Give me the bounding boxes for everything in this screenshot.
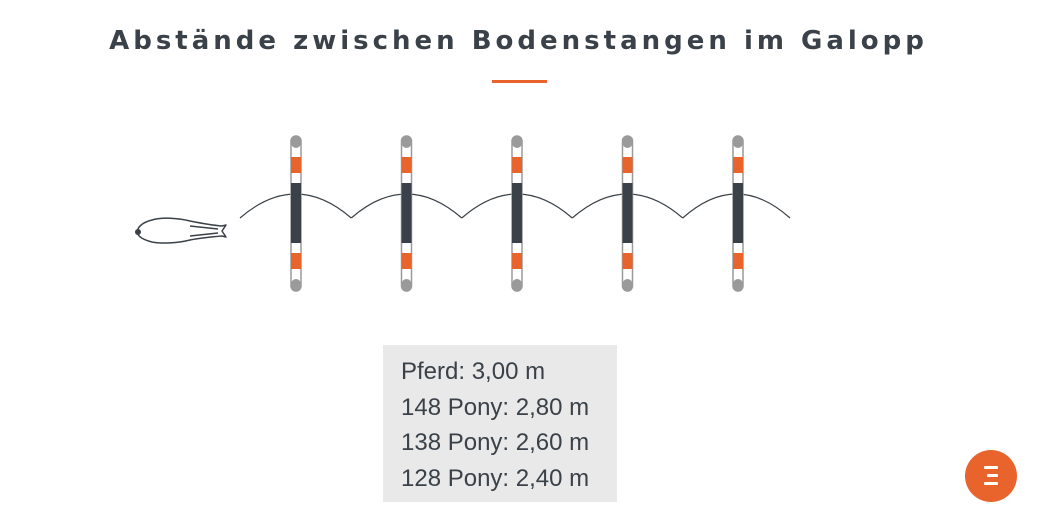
pole-diagram — [135, 135, 791, 292]
distance-line-pony-148: 148 Pony: 2,80 m — [401, 393, 590, 421]
ground-pole — [290, 135, 302, 292]
distance-line-horse: Pferd: 3,00 m — [401, 358, 546, 385]
ground-pole — [732, 135, 744, 292]
distance-line-pony-128: 128 Pony: 2,40 m — [401, 464, 590, 492]
ground-pole — [511, 135, 523, 292]
ground-pole — [621, 135, 634, 292]
ground-poles — [290, 135, 744, 292]
distance-info-box: Pferd: 3,00 m 148 Pony: 2,80 m 138 Pony:… — [383, 345, 617, 502]
distance-line-pony-138: 138 Pony: 2,60 m — [401, 429, 590, 456]
title-underline — [492, 80, 547, 83]
horse-topdown-icon — [135, 217, 227, 244]
menu-button[interactable] — [965, 450, 1017, 502]
page-title: Abstände zwischen Bodenstangen im Galopp — [109, 26, 928, 56]
ground-pole — [400, 135, 413, 292]
